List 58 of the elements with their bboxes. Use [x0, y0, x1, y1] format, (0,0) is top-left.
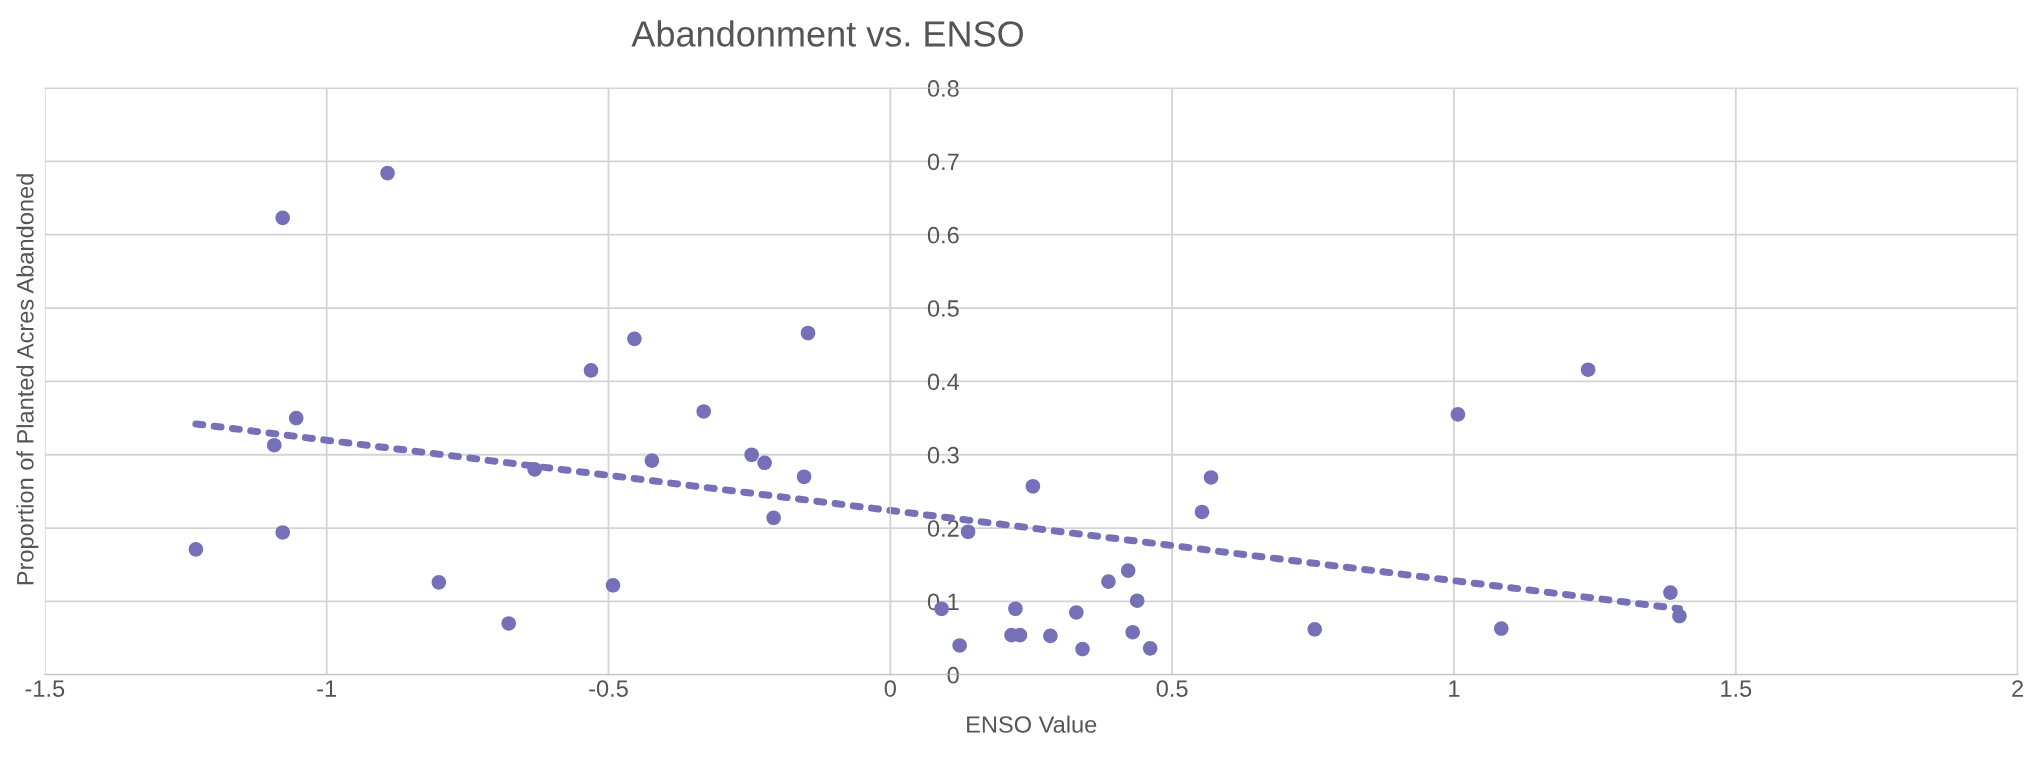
x-tick-label: 0: [884, 680, 896, 697]
y-tick-label: 0.4: [927, 373, 960, 391]
y-tick-label: 0.7: [927, 153, 959, 171]
point: [1043, 628, 1058, 644]
point: [627, 331, 642, 347]
x-axis-title: ENSO Value: [967, 715, 1097, 733]
point: [1307, 622, 1323, 637]
point: [275, 210, 290, 226]
point: [1450, 407, 1466, 422]
point: [766, 510, 781, 526]
point: [380, 165, 395, 181]
y-tick-label: 0.8: [927, 80, 959, 97]
point: [527, 462, 542, 477]
point: [796, 469, 812, 485]
x-tick-label: 2: [2012, 680, 2023, 697]
point: [1101, 574, 1116, 589]
point: [583, 363, 599, 378]
x-tick-label: -1.5: [25, 680, 65, 697]
point: [1125, 624, 1140, 640]
point: [431, 575, 447, 590]
point: [800, 325, 816, 341]
point: [188, 542, 204, 557]
point: [1672, 608, 1687, 624]
y-tick-label: 0.6: [927, 226, 959, 244]
point: [1494, 621, 1509, 636]
point: [275, 525, 290, 540]
point: [1008, 601, 1023, 617]
point: [644, 453, 660, 468]
point: [1025, 478, 1041, 494]
x-tick-label: -0.5: [589, 680, 628, 697]
point: [1075, 641, 1090, 657]
point: [1129, 593, 1145, 608]
x-tick-label: 1.5: [1721, 680, 1752, 697]
point: [1069, 605, 1084, 620]
x-tick-label: 0.5: [1156, 680, 1188, 697]
y-tick-label: 0.5: [927, 300, 959, 317]
point: [960, 524, 976, 540]
x-tick-label: 1: [1449, 680, 1460, 697]
point: [1142, 641, 1158, 656]
chart-title: Abandonment vs. ENSO: [631, 20, 1024, 47]
y-axis-title: Proportion of Planted Acres Abandoned: [16, 174, 39, 585]
point: [1663, 585, 1678, 600]
point: [501, 616, 517, 631]
x-tick-label: -1: [317, 680, 337, 697]
point: [1580, 362, 1596, 377]
point: [605, 577, 621, 593]
point: [757, 455, 772, 471]
point: [1194, 504, 1210, 520]
y-tick-label: 0.3: [927, 446, 959, 464]
point: [696, 404, 712, 419]
y-tick-label: 0.2: [927, 520, 959, 537]
point: [1120, 563, 1136, 578]
y-tick-label: 0: [947, 666, 959, 684]
point: [952, 638, 967, 653]
point: [1203, 470, 1219, 485]
point: [266, 437, 282, 453]
point: [744, 447, 759, 463]
point: [288, 410, 304, 426]
